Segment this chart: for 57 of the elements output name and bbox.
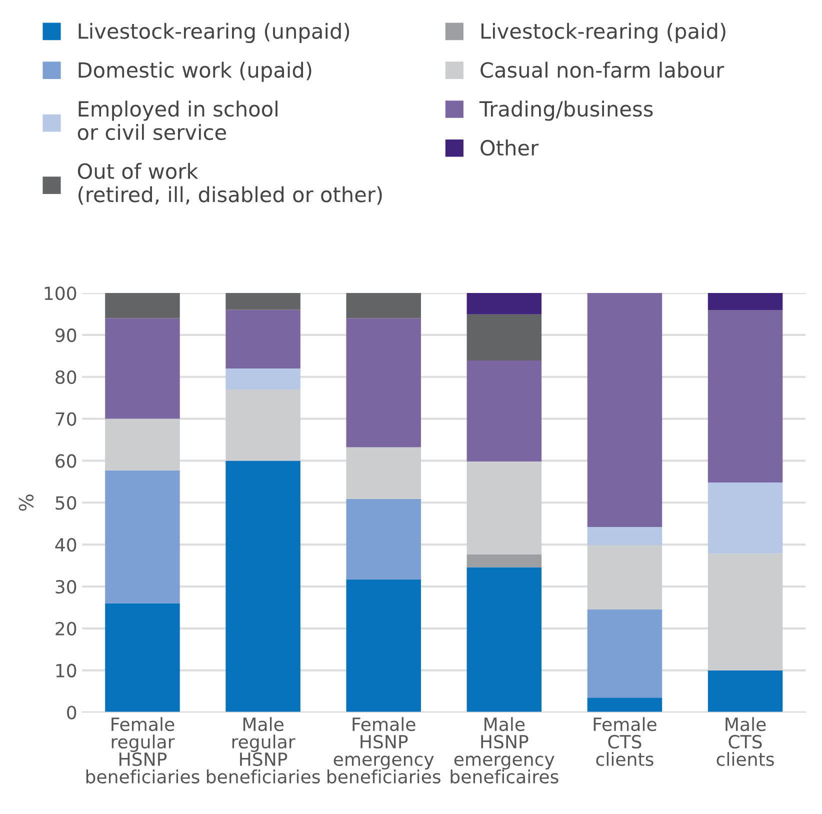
y-tick-label: 0 xyxy=(67,706,76,720)
bar xyxy=(466,554,542,568)
y-tick-label: 100 xyxy=(44,286,76,300)
x-tick-label: Male regular HSNP beneficiaries xyxy=(206,717,320,784)
y-axis-title: % xyxy=(18,494,34,511)
x-tick-label: Male HSNP emergency beneficaires xyxy=(450,717,558,784)
bar xyxy=(466,567,542,712)
bar xyxy=(105,293,180,318)
bar xyxy=(466,293,542,314)
bar xyxy=(346,579,421,712)
legend-label: Casual non-farm labour xyxy=(480,62,724,78)
x-tick-label: Female regular HSNP beneficiaries xyxy=(86,717,200,784)
bar xyxy=(346,293,421,318)
bar xyxy=(587,544,662,610)
bar xyxy=(105,470,180,604)
bar xyxy=(708,553,783,670)
bar xyxy=(346,498,421,580)
legend-label: Employed in school or civil service xyxy=(78,100,278,140)
legend-label: Trading/business xyxy=(479,100,653,121)
bar xyxy=(587,698,662,712)
y-tick-label: 20 xyxy=(56,622,76,636)
y-tick-label: 90 xyxy=(56,328,76,342)
y-tick-label: 40 xyxy=(55,538,76,552)
bar xyxy=(105,318,180,419)
bar xyxy=(708,482,783,554)
legend-label: Livestock-rearing (paid) xyxy=(481,22,726,43)
bar xyxy=(105,603,180,712)
bar xyxy=(226,389,300,461)
y-tick-label: 50 xyxy=(56,496,76,510)
bar xyxy=(226,310,300,368)
x-tick-label: Female HSNP emergency beneficiaries xyxy=(328,717,440,784)
bar xyxy=(708,310,783,483)
bar xyxy=(346,447,421,499)
bar xyxy=(466,360,542,462)
legend-label: Out of work (retired, ill, disabled or other) xyxy=(78,162,382,205)
bar xyxy=(346,318,421,448)
y-tick-label: 80 xyxy=(56,370,76,384)
bar xyxy=(587,293,662,527)
y-tick-label: 60 xyxy=(56,454,76,468)
bar xyxy=(466,314,542,361)
bar xyxy=(105,418,180,470)
bar xyxy=(466,462,542,554)
bar xyxy=(587,526,662,545)
legend-label: Domestic work (upaid) xyxy=(78,62,312,82)
legend-label: Other xyxy=(480,140,539,156)
bar xyxy=(708,670,783,712)
y-tick-label: 70 xyxy=(56,412,76,426)
x-tick-label: Female CTS clients xyxy=(594,717,656,766)
bar xyxy=(226,368,300,390)
legend-label: Livestock-rearing (unpaid) xyxy=(78,22,350,43)
x-tick-label: Male CTS clients xyxy=(716,717,774,766)
bar xyxy=(708,293,783,310)
bar xyxy=(226,460,300,712)
y-tick-label: 30 xyxy=(56,580,76,594)
bar xyxy=(587,610,662,698)
y-tick-label: 10 xyxy=(56,664,76,678)
bar xyxy=(226,293,300,310)
